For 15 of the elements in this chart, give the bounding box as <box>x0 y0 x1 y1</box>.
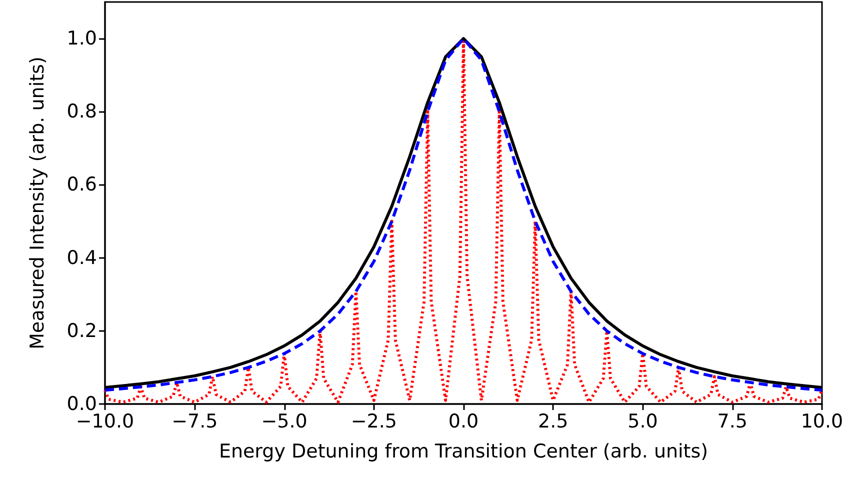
x-tick-label: 2.5 <box>538 410 568 432</box>
y-tick-label: 0.2 <box>66 320 97 342</box>
y-tick-label: 0.4 <box>66 246 97 269</box>
y-tick-label: 0.8 <box>66 100 97 123</box>
y-axis-title: Measured Intensity (arb. units) <box>26 56 48 350</box>
x-tick-label: −7.5 <box>172 410 218 432</box>
x-axis-title: Energy Detuning from Transition Center (arb. units) <box>218 440 708 462</box>
x-tick-label: 0.0 <box>448 410 479 432</box>
y-tick-label: 0.6 <box>66 174 97 196</box>
x-tick-label: 7.5 <box>717 410 748 432</box>
x-tick-label: 10.0 <box>800 410 844 432</box>
y-tick-label: 1.0 <box>66 28 97 50</box>
x-tick-label: −2.5 <box>350 410 397 432</box>
x-tick-label: 5.0 <box>628 410 658 432</box>
x-tick-label: −5.0 <box>261 410 308 432</box>
